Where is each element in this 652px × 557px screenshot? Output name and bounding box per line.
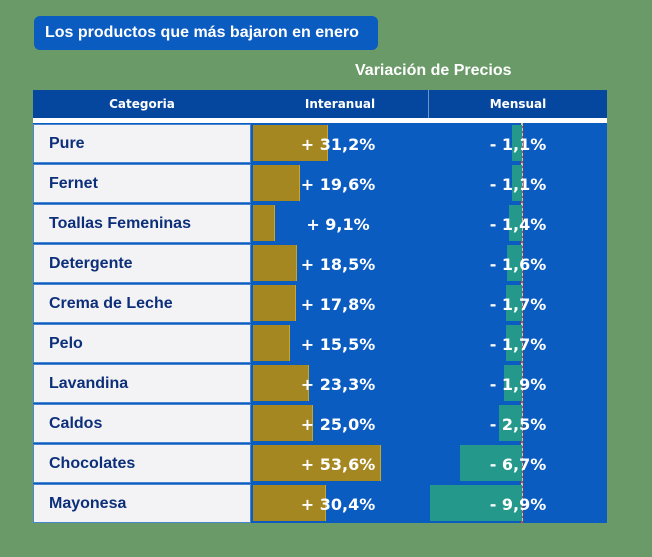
table-row: Pure + 31,2% - 1,1% bbox=[33, 124, 607, 164]
interanual-value-label: + 15,5% bbox=[300, 334, 376, 354]
category-label: Caldos bbox=[33, 404, 251, 443]
table-row: Toallas Femeninas + 9,1% - 1,4% bbox=[33, 204, 607, 244]
header-categoria: Categoria bbox=[109, 97, 175, 111]
mensual-value-label: - 1,7% bbox=[489, 334, 547, 354]
mensual-bar bbox=[509, 205, 522, 241]
interanual-value-label: + 31,2% bbox=[300, 134, 376, 154]
interanual-value-label: + 25,0% bbox=[300, 414, 376, 434]
mensual-bar bbox=[507, 245, 522, 281]
mensual-value-label: - 1,1% bbox=[489, 174, 547, 194]
category-label: Detergente bbox=[33, 244, 251, 283]
chart-subtitle: Variación de Precios bbox=[355, 62, 512, 79]
category-label: Crema de Leche bbox=[33, 284, 251, 323]
chart-title: Los productos que más bajaron en enero bbox=[34, 16, 378, 50]
mensual-bar bbox=[499, 405, 522, 441]
mensual-value-label: - 1,4% bbox=[489, 214, 547, 234]
table-row: Caldos + 25,0% - 2,5% bbox=[33, 404, 607, 444]
mensual-value-label: - 1,7% bbox=[489, 294, 547, 314]
category-label: Toallas Femeninas bbox=[33, 204, 251, 243]
interanual-bar bbox=[253, 485, 326, 521]
mensual-bar bbox=[506, 285, 522, 321]
interanual-value-label: + 9,1% bbox=[306, 214, 370, 234]
mensual-bar bbox=[460, 445, 522, 481]
header-mensual: Mensual bbox=[489, 97, 547, 111]
interanual-bar bbox=[253, 365, 309, 401]
interanual-bar bbox=[253, 245, 297, 281]
mensual-value-label: - 2,5% bbox=[489, 414, 547, 434]
table-row: Mayonesa + 30,4% - 9,9% bbox=[33, 484, 607, 524]
category-label: Lavandina bbox=[33, 364, 251, 403]
table-row: Detergente + 18,5% - 1,6% bbox=[33, 244, 607, 284]
interanual-value-label: + 30,4% bbox=[300, 494, 376, 514]
price-variation-table: Categoria Interanual Mensual Pure + 31,2%… bbox=[33, 90, 607, 523]
interanual-value-label: + 19,6% bbox=[300, 174, 376, 194]
mensual-value-label: - 1,9% bbox=[489, 374, 547, 394]
header-interanual: Interanual bbox=[304, 97, 376, 111]
mensual-bar bbox=[512, 165, 522, 201]
table-row: Crema de Leche + 17,8% - 1,7% bbox=[33, 284, 607, 324]
interanual-value-label: + 53,6% bbox=[300, 454, 376, 474]
category-label: Mayonesa bbox=[33, 484, 251, 523]
interanual-bar bbox=[253, 165, 300, 201]
table-row: Pelo + 15,5% - 1,7% bbox=[33, 324, 607, 364]
mensual-value-label: - 6,7% bbox=[489, 454, 547, 474]
mensual-bar bbox=[504, 365, 522, 401]
table-row: Fernet + 19,6% - 1,1% bbox=[33, 164, 607, 204]
interanual-value-label: + 23,3% bbox=[300, 374, 376, 394]
category-label: Pure bbox=[33, 124, 251, 163]
table-header: Categoria Interanual Mensual bbox=[33, 90, 607, 123]
interanual-bar bbox=[253, 325, 290, 361]
interanual-bar bbox=[253, 125, 328, 161]
interanual-bar bbox=[253, 405, 313, 441]
mensual-bar bbox=[512, 125, 522, 161]
table-row: Lavandina + 23,3% - 1,9% bbox=[33, 364, 607, 404]
interanual-value-label: + 18,5% bbox=[300, 254, 376, 274]
interanual-bar bbox=[253, 445, 381, 481]
mensual-bar bbox=[430, 485, 522, 521]
interanual-value-label: + 17,8% bbox=[300, 294, 376, 314]
table-row: Chocolates + 53,6% - 6,7% bbox=[33, 444, 607, 484]
mensual-zero-line bbox=[521, 123, 523, 523]
category-label: Fernet bbox=[33, 164, 251, 203]
interanual-bar bbox=[253, 285, 296, 321]
mensual-value-label: - 1,1% bbox=[489, 134, 547, 154]
mensual-value-label: - 1,6% bbox=[489, 254, 547, 274]
category-label: Chocolates bbox=[33, 444, 251, 483]
header-separator bbox=[428, 90, 429, 118]
mensual-bar bbox=[506, 325, 522, 361]
category-label: Pelo bbox=[33, 324, 251, 363]
interanual-bar bbox=[253, 205, 275, 241]
mensual-value-label: - 9,9% bbox=[489, 494, 547, 514]
